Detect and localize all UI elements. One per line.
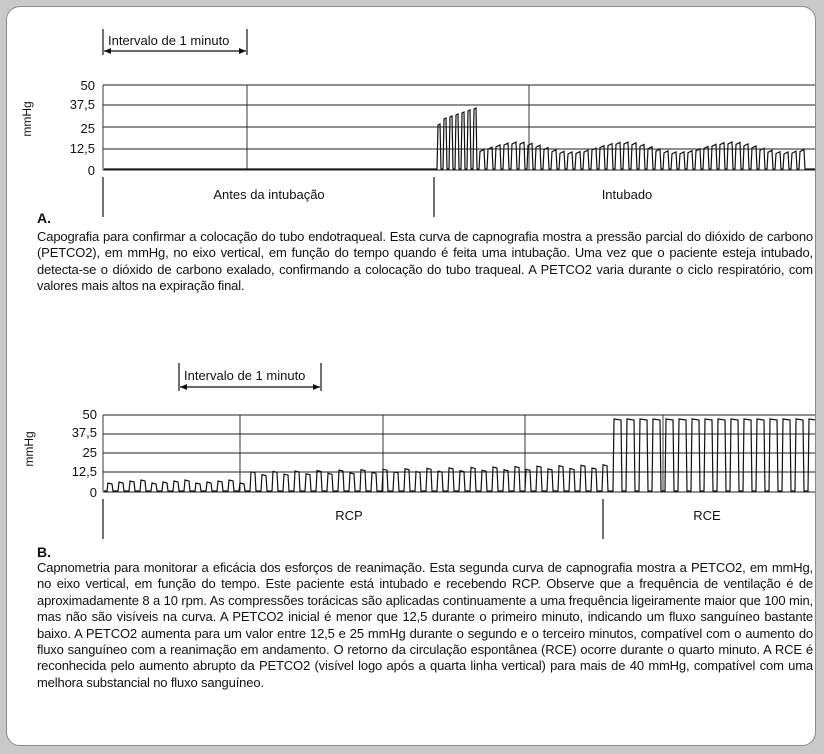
- figure-b-caption: Capnometria para monitorar a eficácia do…: [37, 560, 813, 690]
- capnogram-waveform-a: [104, 107, 815, 170]
- y-tick-25: 25: [83, 445, 97, 460]
- y-axis-unit: mmHg: [22, 431, 36, 466]
- phase-label-pre-intubation: Antes da intubação: [213, 187, 324, 202]
- arrow-right-head: [239, 48, 246, 54]
- y-tick-37-5: 37,5: [72, 425, 97, 440]
- y-tick-12-5: 12,5: [70, 141, 95, 156]
- phase-label-intubated: Intubado: [602, 187, 653, 202]
- capnogram-waveform-b: [104, 418, 815, 492]
- y-tick-50: 50: [81, 78, 95, 93]
- interval-label: Intervalo de 1 minuto: [184, 368, 305, 383]
- arrow-left-head: [180, 384, 187, 390]
- y-tick-37-5: 37,5: [70, 97, 95, 112]
- phase-label-rce: RCE: [693, 508, 721, 523]
- figure-a-letter: A.: [37, 210, 51, 226]
- content-panel: Intervalo de 1 minuto mmHg 50 37,5 25 12…: [6, 6, 816, 746]
- arrow-left-head: [104, 48, 111, 54]
- capnography-chart-b: Intervalo de 1 minuto mmHg 50 37,5 25 12…: [22, 363, 815, 539]
- capnography-chart-a: Intervalo de 1 minuto mmHg 50 37,5 25 12…: [20, 29, 815, 217]
- phase-label-rcp: RCP: [335, 508, 362, 523]
- y-tick-0: 0: [88, 163, 95, 178]
- y-tick-50: 50: [83, 407, 97, 422]
- arrow-right-head: [313, 384, 320, 390]
- grid-a: [102, 84, 815, 171]
- y-tick-0: 0: [90, 485, 97, 500]
- y-tick-25: 25: [81, 121, 95, 136]
- figure-b-letter: B.: [37, 544, 51, 560]
- y-tick-12-5: 12,5: [72, 464, 97, 479]
- y-axis-unit: mmHg: [20, 101, 34, 136]
- interval-label: Intervalo de 1 minuto: [108, 33, 229, 48]
- figure-a-caption: Capografia para confirmar a colocação do…: [37, 229, 813, 294]
